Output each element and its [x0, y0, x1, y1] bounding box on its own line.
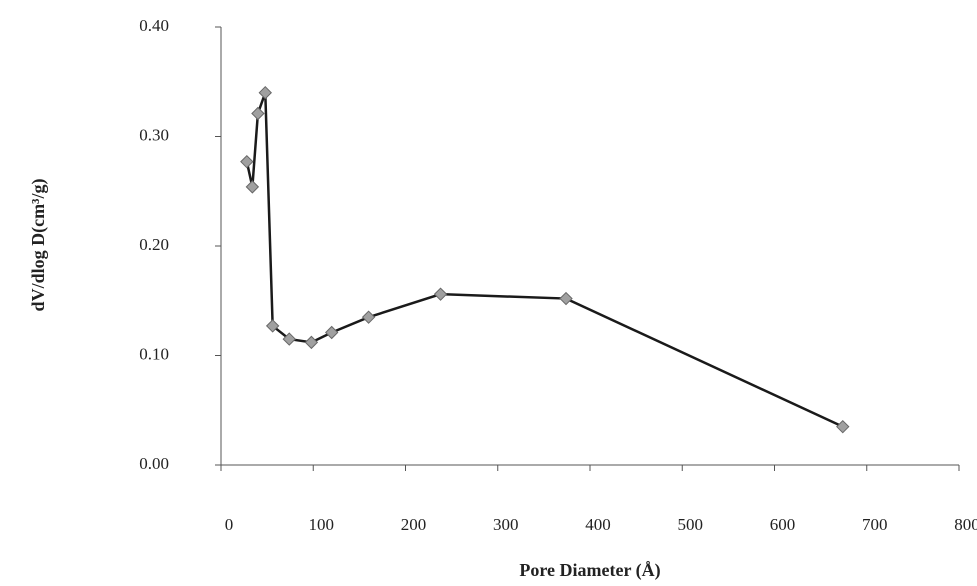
data-marker — [836, 419, 850, 434]
x-tick-label: 300 — [493, 515, 519, 534]
data-marker — [265, 319, 280, 333]
data-marker — [304, 335, 319, 350]
data-line — [245, 92, 844, 428]
y-tick-label: 0.30 — [139, 125, 169, 144]
y-axis-title: dV/dlog D(cm³/g) — [28, 179, 49, 312]
data-marker — [282, 332, 296, 346]
x-tick-label: 100 — [309, 515, 335, 534]
data-marker — [433, 287, 448, 301]
x-tick-label: 400 — [585, 515, 611, 534]
data-marker — [361, 310, 376, 324]
x-tick-label: 500 — [678, 515, 704, 534]
x-tick-label: 0 — [225, 515, 234, 534]
x-tick-label: 200 — [401, 515, 427, 534]
data-marker — [559, 291, 573, 306]
data-marker — [324, 325, 339, 340]
y-tick-label: 0.40 — [139, 16, 169, 35]
data-marker — [245, 180, 260, 194]
x-tick-label: 600 — [770, 515, 796, 534]
data-marker — [251, 106, 265, 121]
y-tick-label: 0.20 — [139, 235, 169, 254]
y-tick-label: 0.00 — [139, 454, 169, 473]
y-tick-label: 0.10 — [139, 344, 169, 363]
data-marker — [240, 154, 254, 169]
x-axis-title: Pore Diameter (Å) — [519, 560, 660, 581]
data-marker — [258, 85, 272, 100]
x-tick-label: 800 — [954, 515, 977, 534]
x-tick-label: 700 — [862, 515, 888, 534]
